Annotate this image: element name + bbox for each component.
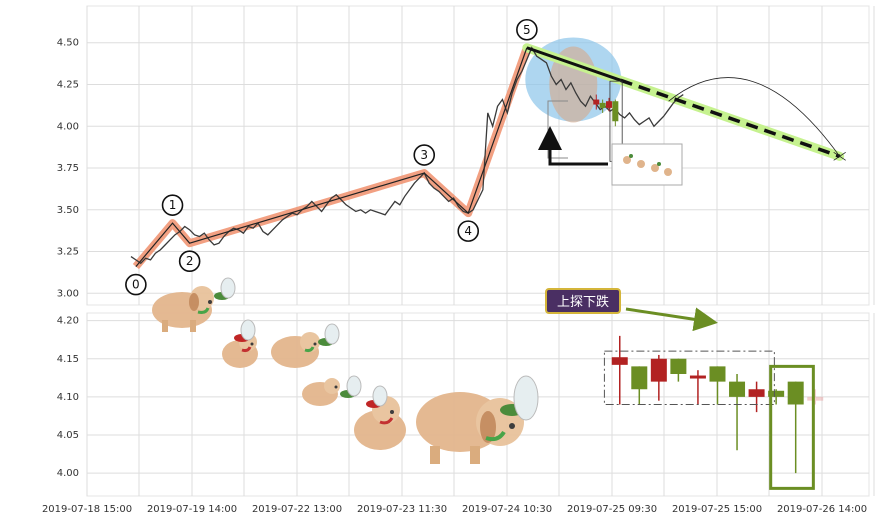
overlay-candle bbox=[612, 101, 619, 122]
pattern-box bbox=[603, 350, 775, 405]
wave-point-label: 1 bbox=[169, 198, 177, 212]
candle bbox=[807, 389, 824, 405]
candle bbox=[611, 335, 628, 405]
x-tick-label: 2019-07-26 14:00 bbox=[777, 504, 867, 515]
candle bbox=[709, 366, 726, 405]
wave-point-label: 0 bbox=[132, 278, 140, 292]
wave-point-marker bbox=[516, 18, 538, 41]
y-tick-label: 4.00 bbox=[57, 468, 79, 479]
y-tick-label: 4.15 bbox=[57, 354, 79, 365]
x-tick-label: 2019-07-18 15:00 bbox=[42, 504, 132, 515]
candle bbox=[689, 370, 706, 405]
wave-point-marker bbox=[457, 220, 480, 242]
candle bbox=[787, 381, 804, 474]
wave-point-label: 4 bbox=[464, 224, 472, 238]
candle-body bbox=[807, 396, 824, 401]
projection-arc bbox=[668, 77, 840, 157]
candle-body bbox=[787, 381, 804, 405]
y-tick-label: 4.25 bbox=[57, 80, 79, 91]
candle bbox=[729, 374, 746, 451]
axes: 2019-07-18 15:00 2019-07-19 14:00 2019-07-… bbox=[42, 38, 867, 515]
y-tick-label: 4.00 bbox=[57, 121, 79, 132]
top-panel-frame bbox=[86, 5, 870, 306]
y-tick-label: 4.20 bbox=[57, 316, 79, 327]
inset-thumbnail bbox=[611, 143, 683, 186]
wave-point-label: 5 bbox=[523, 23, 531, 37]
y-tick-label: 3.00 bbox=[57, 288, 79, 299]
trend-line bbox=[526, 46, 622, 82]
y-tick-label: 4.10 bbox=[57, 392, 79, 403]
annotation-tag: 上探下跌 bbox=[545, 288, 621, 314]
overlay-candle bbox=[599, 102, 606, 108]
x-tick-label: 2019-07-24 10:30 bbox=[462, 504, 552, 515]
callout-arrow bbox=[538, 126, 608, 166]
x-tick-label: 2019-07-19 14:00 bbox=[147, 504, 237, 515]
wave-point-label: 2 bbox=[186, 254, 194, 268]
wave-point-label: 3 bbox=[420, 148, 428, 162]
overlay-candle bbox=[593, 99, 600, 105]
candle bbox=[631, 366, 648, 405]
candle-body bbox=[768, 390, 785, 397]
wave-point-marker bbox=[125, 273, 147, 296]
price-line bbox=[130, 46, 684, 265]
candle-body bbox=[729, 381, 746, 397]
bottom-panel bbox=[603, 335, 824, 490]
y-tick-label: 3.50 bbox=[57, 205, 79, 216]
candle-body bbox=[689, 375, 706, 379]
candle-body bbox=[670, 358, 687, 374]
trend-line-dashed bbox=[620, 78, 841, 158]
candle bbox=[650, 354, 667, 401]
candle bbox=[670, 358, 687, 382]
top-panel: 0 1 2 3 4 5 bbox=[125, 18, 846, 296]
y-tick-label: 4.05 bbox=[57, 430, 79, 441]
x-tick-label: 2019-07-25 15:00 bbox=[672, 504, 762, 515]
overlay-candle bbox=[605, 101, 612, 108]
candle bbox=[768, 389, 785, 405]
annotation-text: 上探下跌 bbox=[557, 294, 609, 310]
candle-body bbox=[748, 389, 765, 397]
dog-icon bbox=[623, 154, 672, 176]
y-tick-label: 4.50 bbox=[57, 38, 79, 49]
wave-line-thin bbox=[135, 47, 528, 267]
highlight-box bbox=[769, 364, 815, 490]
wave-point-marker bbox=[178, 250, 201, 272]
y-tick-label: 3.75 bbox=[57, 163, 79, 174]
candle bbox=[748, 381, 765, 413]
x-tick-label: 2019-07-22 13:00 bbox=[252, 504, 342, 515]
wave-point-marker bbox=[413, 144, 436, 166]
x-tick-label: 2019-07-25 09:30 bbox=[567, 504, 657, 515]
arrow-icon bbox=[625, 307, 718, 332]
x-tick-label: 2019-07-23 11:30 bbox=[357, 504, 447, 515]
candle-body bbox=[611, 357, 628, 365]
candle-body bbox=[650, 358, 667, 382]
wave-point-marker bbox=[161, 194, 184, 216]
bee-icon bbox=[214, 277, 539, 421]
candle-body bbox=[631, 366, 648, 390]
candle-body bbox=[709, 366, 726, 382]
target-mark bbox=[833, 152, 846, 161]
y-tick-label: 3.25 bbox=[57, 247, 79, 258]
